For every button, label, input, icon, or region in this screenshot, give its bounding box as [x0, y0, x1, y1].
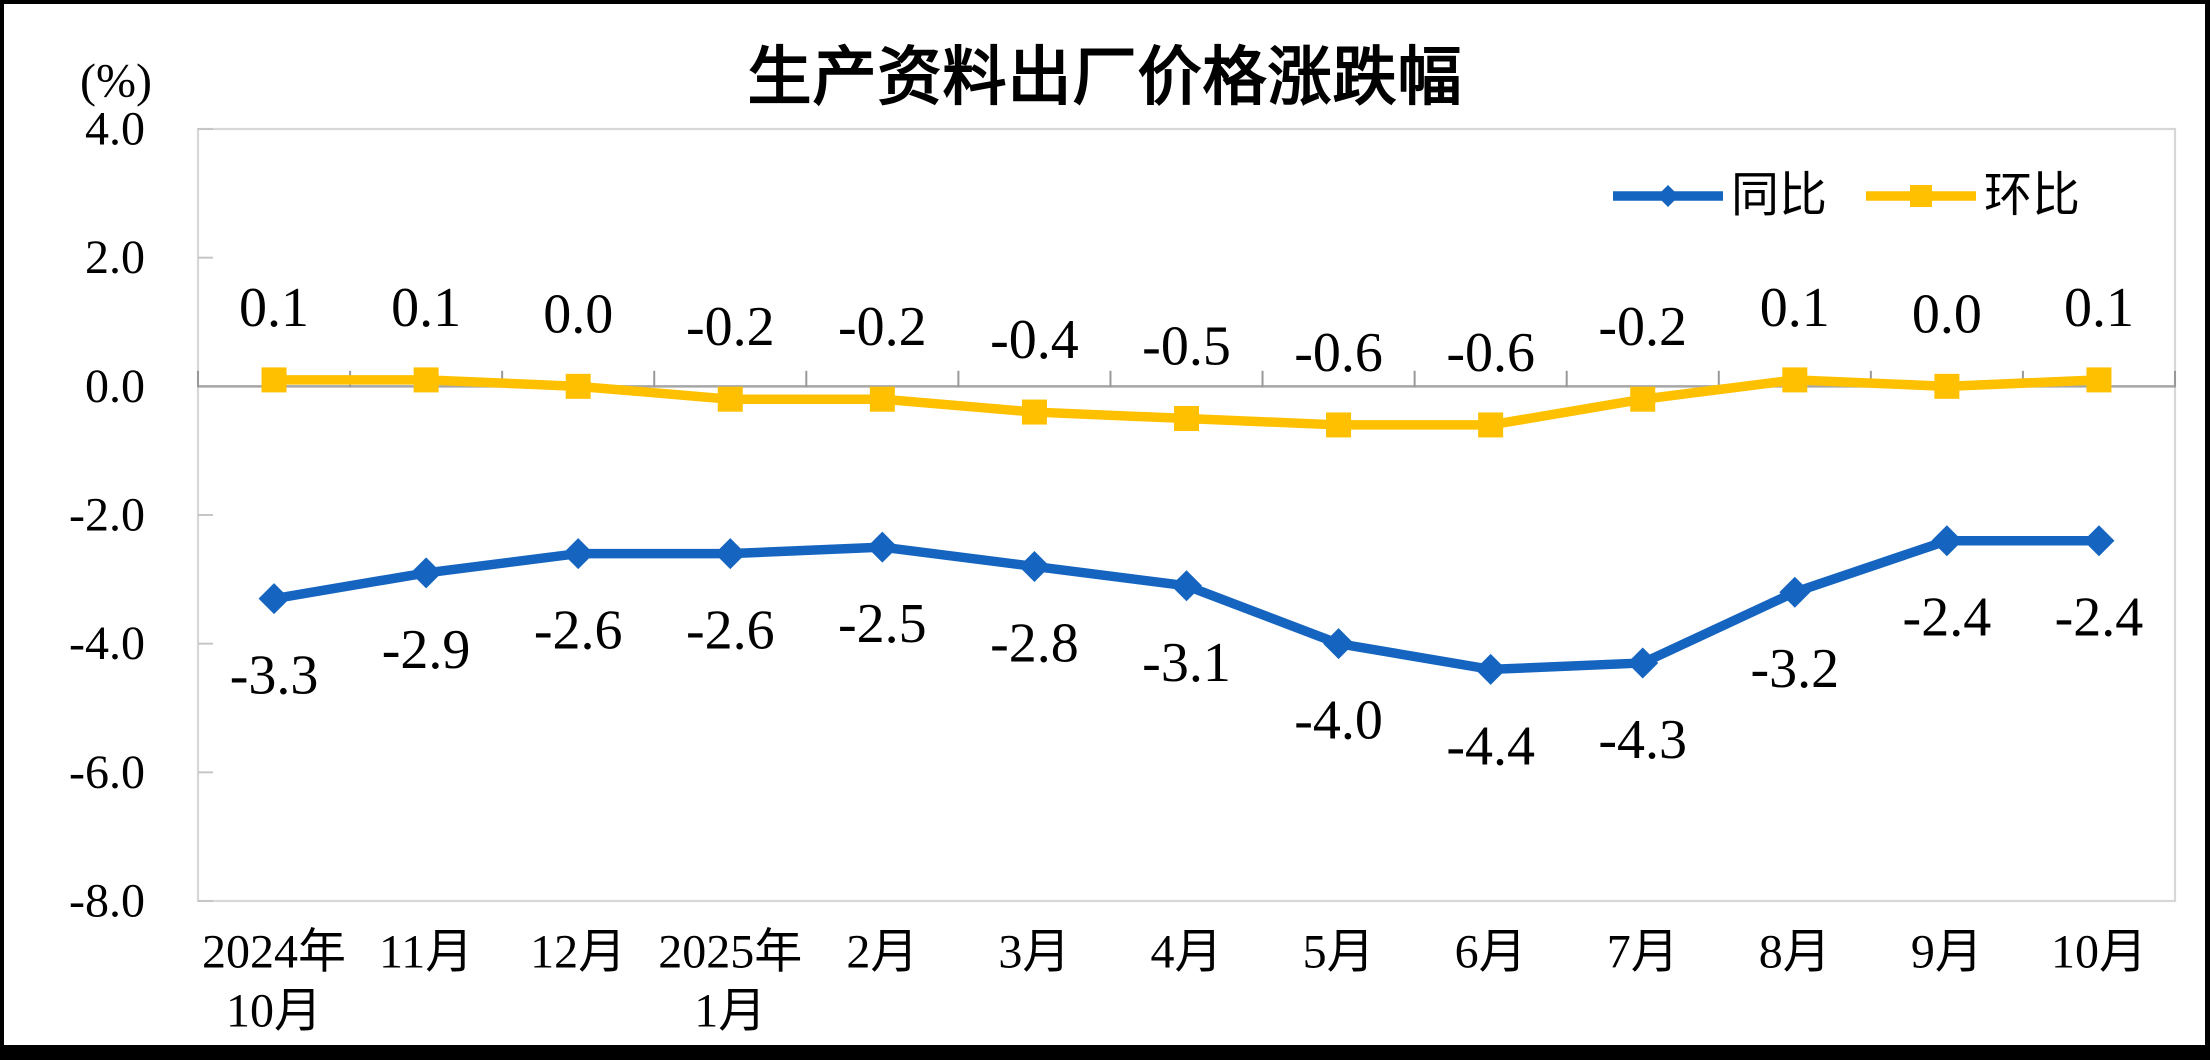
y-axis-unit-label: (%): [80, 55, 152, 108]
plot-border: [196, 127, 2177, 903]
legend-item-tongbi[interactable]: 同比: [1610, 168, 1827, 224]
data-label: -2.8: [990, 612, 1079, 674]
data-label: -2.4: [2055, 587, 2144, 649]
x-tick-label: 5月: [1303, 926, 1375, 979]
data-point-marker-square: [869, 386, 895, 412]
data-point-marker-diamond: [866, 531, 898, 563]
screen-edge-bottom: [0, 1045, 2210, 1060]
x-tick-label: 6月: [1455, 926, 1527, 979]
data-point-marker-square: [261, 367, 287, 393]
data-label: -0.4: [990, 309, 1079, 371]
x-tick-label: 3月: [998, 926, 1070, 979]
data-point-marker-square: [565, 373, 591, 399]
data-point-marker-square: [1174, 406, 1199, 431]
data-label: 0.0: [1912, 283, 1982, 345]
data-point-marker-square: [1934, 373, 1960, 399]
legend-label-huanbi: 环比: [1984, 169, 2081, 222]
data-point-marker-diamond: [1475, 653, 1507, 685]
screen-edge-left: [0, 0, 4, 1060]
data-point-marker-square: [717, 386, 743, 412]
data-label: -4.4: [1446, 715, 1535, 777]
data-point-marker-diamond: [562, 538, 594, 570]
data-label: 0.1: [2064, 277, 2134, 339]
data-label: -2.5: [838, 593, 927, 655]
x-tick-label: 9月: [1911, 926, 1983, 979]
data-point-marker-square: [1478, 412, 1504, 438]
data-point-marker-square: [1782, 367, 1808, 393]
data-point-marker-diamond: [1018, 550, 1050, 582]
legend: 同比 环比: [1610, 168, 2080, 224]
data-label: -2.6: [686, 600, 775, 662]
screen-edge-top: [0, 0, 2210, 4]
data-label: 0.1: [239, 277, 309, 339]
y-tick-label: 2.0: [85, 231, 145, 284]
screen-edge-right: [2205, 0, 2210, 1060]
data-label: -0.2: [1598, 296, 1687, 358]
legend-item-huanbi[interactable]: 环比: [1863, 168, 2080, 224]
data-label: -4.3: [1598, 709, 1687, 771]
x-tick-label: 12月: [530, 926, 626, 979]
legend-line-diamond-icon: [1613, 185, 1723, 207]
data-label: -0.2: [686, 296, 775, 358]
data-label: -4.0: [1294, 690, 1383, 752]
x-tick-label: 10月: [2051, 926, 2147, 979]
data-label: 0.1: [391, 277, 461, 339]
x-tick-label: 2024年: [202, 926, 346, 979]
data-point-marker-diamond: [1931, 525, 1963, 557]
data-label: -0.6: [1294, 322, 1383, 384]
data-point-marker-diamond: [410, 557, 442, 589]
data-label: -2.6: [534, 600, 623, 662]
chart-title: 生产资料出厂价格涨跌幅: [747, 42, 1463, 113]
x-tick-label: 8月: [1759, 926, 1831, 979]
data-point-marker-diamond: [2083, 525, 2115, 557]
data-label: -2.4: [1903, 587, 1992, 649]
data-point-marker-diamond: [1323, 628, 1355, 660]
y-tick-label: -8.0: [69, 875, 145, 928]
data-point-marker-diamond: [1627, 647, 1659, 679]
x-tick-label: 2月: [846, 926, 918, 979]
x-tick-label: 4月: [1150, 926, 1222, 979]
x-tick-label: 11月: [379, 926, 473, 979]
data-label: -3.1: [1142, 632, 1231, 694]
legend-label-tongbi: 同比: [1731, 169, 1828, 222]
data-label: -0.6: [1446, 322, 1535, 384]
x-tick-label: 10月: [226, 985, 322, 1038]
data-point-marker-diamond: [1171, 570, 1202, 602]
data-label: 0.1: [1760, 277, 1830, 339]
data-point-marker-square: [1630, 386, 1656, 412]
y-tick-label: 0.0: [85, 360, 145, 413]
data-label: -0.2: [838, 296, 927, 358]
y-tick-label: -2.0: [69, 489, 145, 542]
data-label: 0.0: [543, 283, 613, 345]
data-point-marker-square: [413, 367, 439, 393]
data-label: -2.9: [382, 619, 471, 681]
data-point-marker-square: [2086, 367, 2112, 393]
data-label: -0.5: [1142, 316, 1231, 378]
y-tick-label: -6.0: [69, 746, 145, 799]
legend-line-square-icon: [1866, 185, 1977, 207]
y-tick-label: -4.0: [69, 617, 145, 670]
data-label: -3.3: [230, 645, 319, 707]
data-point-marker-square: [1326, 412, 1352, 438]
x-tick-label: 7月: [1607, 926, 1679, 979]
x-tick-label: 1月: [694, 985, 766, 1038]
data-point-marker-diamond: [714, 538, 746, 570]
x-tick-label: 2025年: [658, 926, 802, 979]
data-point-marker-diamond: [258, 583, 290, 615]
data-label: -3.2: [1750, 638, 1839, 700]
data-point-marker-square: [1021, 399, 1047, 425]
data-point-marker-diamond: [1779, 576, 1811, 608]
y-tick-label: 4.0: [85, 103, 145, 156]
